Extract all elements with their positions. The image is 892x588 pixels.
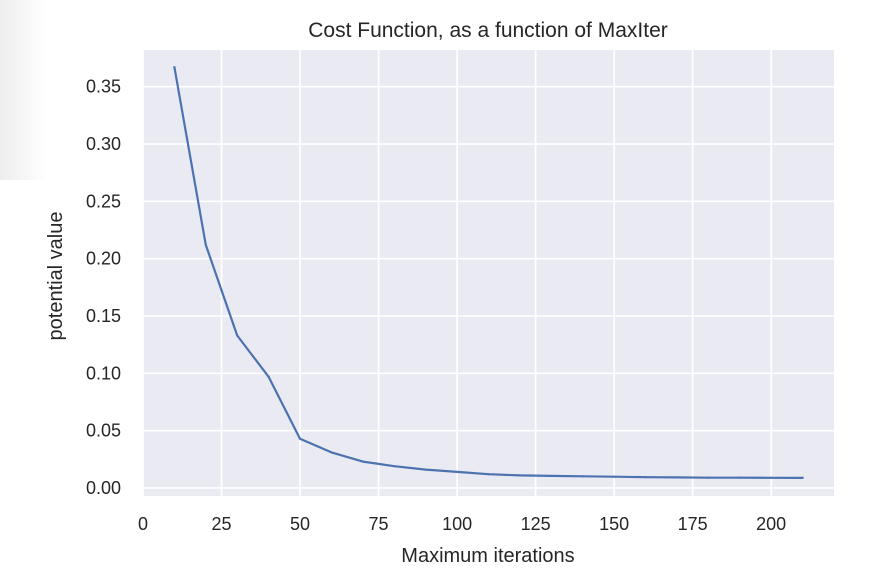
data-point (455, 470, 459, 474)
chart-title: Cost Function, as a function of MaxIter (308, 19, 668, 42)
data-point (801, 476, 804, 479)
data-point (236, 334, 239, 337)
x-tick-label: 200 (756, 514, 786, 534)
y-tick-labels: 0.00 0.05 0.10 0.15 0.20 0.25 0.30 0.35 (86, 77, 121, 498)
x-tick-label: 125 (521, 514, 551, 534)
data-point (487, 473, 490, 476)
y-tick-label: 0.00 (86, 478, 121, 498)
y-tick-label: 0.20 (86, 249, 121, 269)
y-tick-label: 0.10 (86, 363, 121, 383)
y-gridlines (143, 85, 834, 489)
data-point (644, 476, 647, 479)
data-point (770, 476, 773, 479)
plot-area (143, 50, 834, 496)
y-tick-label: 0.05 (86, 421, 121, 441)
data-point (361, 460, 364, 463)
data-point (738, 476, 741, 479)
data-point (550, 474, 553, 478)
x-tick-label: 150 (599, 514, 629, 534)
data-point (675, 476, 679, 479)
series-layer (173, 66, 804, 479)
y-axis-title: potential value (45, 212, 67, 341)
data-point (424, 468, 427, 471)
data-point (707, 476, 710, 479)
data-point (581, 475, 584, 478)
y-tick-label: 0.15 (86, 306, 121, 326)
y-tick-label: 0.35 (86, 77, 121, 97)
data-point (613, 475, 616, 478)
x-tick-label: 50 (290, 514, 310, 534)
data-point (267, 375, 270, 378)
data-point (518, 474, 522, 477)
data-point (393, 465, 396, 468)
x-tick-label: 175 (678, 514, 708, 534)
y-tick-label: 0.30 (86, 134, 121, 154)
data-point (330, 451, 333, 454)
x-axis-title: Maximum iterations (401, 545, 574, 567)
x-tick-labels: 0 25 50 75 100 125 150 175 200 (138, 514, 786, 534)
x-tick-label: 75 (369, 514, 389, 534)
x-tick-label: 100 (442, 514, 472, 534)
x-tick-label: 25 (212, 514, 232, 534)
x-gridlines (142, 50, 772, 496)
data-point (204, 243, 207, 247)
data-point (173, 66, 176, 69)
data-point (298, 437, 302, 440)
x-tick-label: 0 (138, 514, 148, 534)
y-tick-label: 0.25 (86, 191, 121, 211)
